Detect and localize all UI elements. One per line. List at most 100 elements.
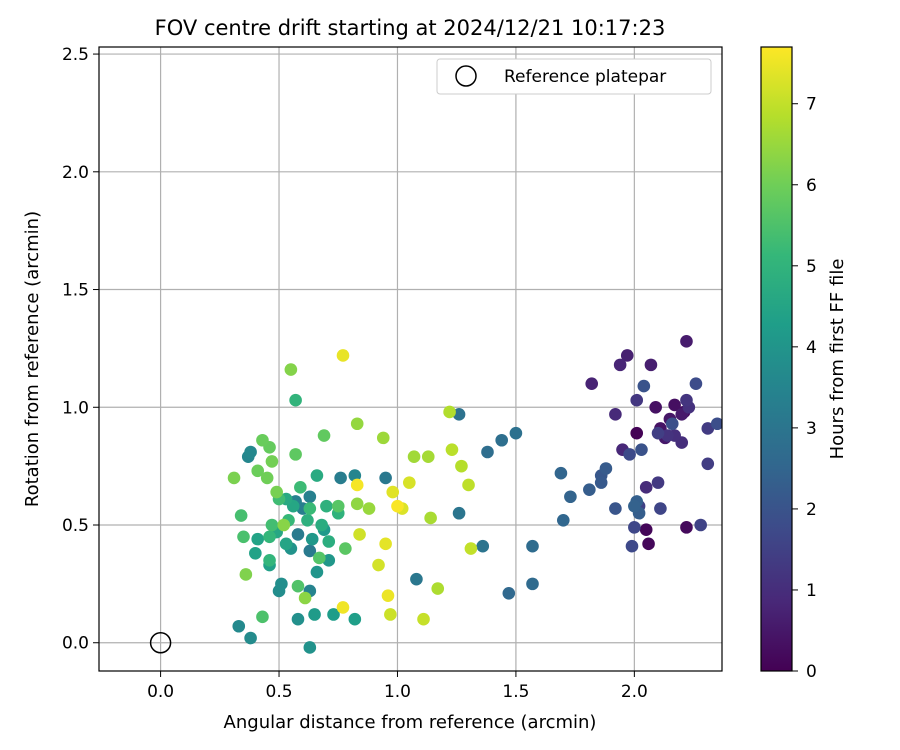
scatter-point [251, 464, 265, 478]
scatter-point [251, 532, 265, 546]
y-tick-label: 0.5 [62, 516, 89, 536]
y-tick-label: 0.0 [62, 634, 89, 654]
scatter-point [654, 502, 667, 515]
scatter-point [642, 537, 655, 551]
scatter-point [462, 478, 475, 492]
colorbar-ticks: 0 1 2 3 4 5 6 7 [792, 95, 817, 682]
scatter-point [294, 481, 307, 494]
scatter-point [424, 511, 437, 525]
colorbar-tick-label: 2 [806, 500, 817, 520]
scatter-point [680, 335, 693, 348]
scatter-point [594, 476, 608, 489]
scatter-point [526, 577, 539, 591]
colorbar: 0 1 2 3 4 5 6 7 Hours from first FF file [760, 46, 848, 682]
scatter-point [376, 431, 390, 445]
scatter-point [277, 518, 291, 532]
colorbar-gradient [761, 47, 792, 671]
scatter-point [310, 565, 324, 579]
scatter-point [637, 379, 651, 393]
scatter-point [628, 521, 641, 534]
scatter-point [502, 586, 516, 600]
scatter-point [443, 405, 456, 419]
scatter-point [649, 400, 662, 414]
y-axis-ticks: 0.0 0.5 1.0 1.5 2.0 2.5 [62, 45, 99, 654]
y-tick-label: 1.5 [62, 281, 89, 301]
scatter-point [481, 445, 494, 459]
scatter-point [291, 528, 305, 541]
scatter-point [350, 478, 364, 492]
scatter-point [680, 393, 693, 407]
scatter-point [350, 417, 364, 431]
scatter-point [509, 426, 523, 440]
scatter-point [556, 513, 570, 527]
scatter-point [694, 518, 707, 532]
legend-box [436, 58, 712, 95]
scatter-point [284, 363, 298, 376]
y-tick-label: 2.0 [62, 163, 89, 183]
scatter-point [431, 582, 445, 595]
scatter-point [265, 518, 279, 532]
scatter-point [495, 433, 508, 447]
scatter-point [445, 443, 459, 456]
scatter-point [609, 408, 622, 421]
scatter-point [289, 393, 302, 407]
scatter-point [386, 485, 400, 499]
scatter-point [322, 554, 336, 567]
scatter-point [381, 589, 395, 602]
scatter-point [668, 398, 681, 412]
legend-reference-marker [455, 65, 477, 87]
scatter-point [308, 608, 321, 621]
scatter-point [379, 471, 392, 485]
scatter-point [410, 572, 423, 586]
scatter-point [379, 537, 392, 551]
scatter-point [256, 433, 269, 447]
scatter-point [701, 422, 715, 435]
grid [99, 47, 722, 671]
scatter-point [353, 528, 366, 541]
scatter-point [585, 377, 599, 391]
scatter-point [623, 448, 636, 461]
x-tick-label: 0.0 [147, 682, 174, 702]
scatter-point [680, 521, 693, 534]
scatter-point [232, 619, 246, 633]
colorbar-frame [760, 46, 793, 672]
scatter-point [291, 579, 305, 593]
scatter-point [317, 429, 331, 442]
scatter-point [244, 631, 257, 645]
scatter-point [244, 445, 257, 459]
scatter-point [303, 490, 317, 504]
colorbar-tick-label: 5 [806, 257, 817, 277]
scatter-point [289, 448, 302, 461]
scatter-point [265, 455, 279, 468]
scatter-point [256, 610, 269, 624]
scatter-point [599, 462, 613, 475]
scatter-point [303, 641, 317, 654]
y-axis-label: Rotation from reference (arcmin) [22, 211, 43, 507]
scatter-point [227, 471, 241, 485]
scatter-point [315, 518, 328, 532]
scatter-point [613, 358, 627, 372]
legend-label: Reference platepar [504, 67, 666, 87]
colorbar-tick-label: 3 [806, 419, 817, 439]
scatter-point [644, 358, 658, 372]
scatter-point [635, 443, 648, 456]
scatter-point [417, 612, 430, 626]
scatter-point [260, 471, 274, 485]
scatter-point [583, 483, 596, 496]
scatter-point [279, 537, 293, 551]
colorbar-tick-label: 6 [806, 176, 817, 196]
scatter-point [291, 612, 305, 626]
scatter-point [348, 469, 362, 482]
scatter-point [526, 539, 539, 553]
reference-marker [149, 631, 172, 654]
scatter-point [313, 551, 326, 565]
scatter-point [305, 532, 319, 546]
scatter-point [270, 485, 283, 499]
scatter-point [239, 568, 253, 581]
scatter-point [350, 497, 364, 511]
colorbar-tick-label: 7 [806, 95, 817, 115]
scatter-point [298, 591, 312, 605]
scatter-point [301, 513, 314, 527]
scatter-point [249, 546, 262, 560]
